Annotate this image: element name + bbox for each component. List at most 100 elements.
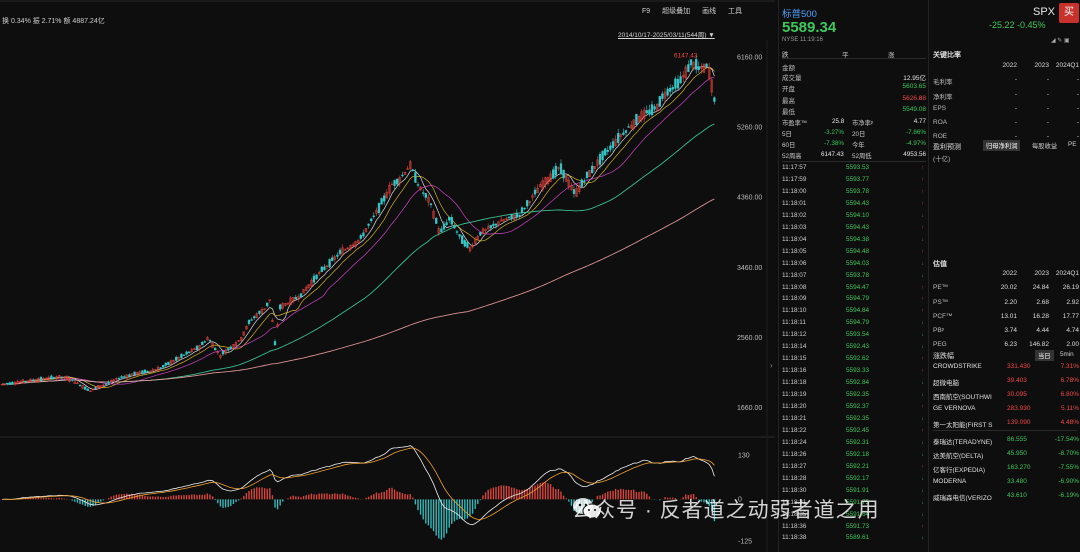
tick-volume: ↑: [921, 463, 925, 470]
tick-time: 11:18:09: [782, 295, 807, 303]
date-range-selector[interactable]: 2014/10/17-2025/03/11(544周) ▼: [618, 32, 715, 39]
macd-bar: [175, 495, 177, 500]
overlay-button[interactable]: 超级叠加: [662, 8, 691, 15]
macd-bar: [97, 499, 99, 504]
candle-body: [684, 66, 687, 79]
macd-bar: [79, 499, 81, 505]
macd-bar: [107, 498, 110, 500]
macd-bar: [289, 496, 292, 500]
tools-menu-button[interactable]: 工具: [728, 8, 743, 15]
candle-body: [450, 217, 453, 225]
candle-body: [424, 193, 427, 198]
tab-eps[interactable]: 每股收益: [1032, 143, 1058, 150]
candle-body: [406, 168, 409, 170]
weekly-kline-chart[interactable]: 6160.00 5260.00 4360.00 3460.00 2560.00 1660.…: [0, 40, 775, 552]
candle-body: [445, 222, 448, 226]
candle-body: [596, 159, 599, 166]
macd-bar: [373, 494, 375, 500]
tick-time: 11:18:36: [782, 522, 807, 530]
candle-body: [650, 104, 654, 115]
tick-volume: ↓: [921, 343, 925, 350]
macd-bar: [604, 492, 606, 500]
mover-item[interactable]: CROWDSTRIKE 331.430 7.31%: [933, 363, 1079, 370]
candle-body: [489, 224, 492, 228]
tick-price: 5592.35: [846, 391, 870, 399]
macd-bar: [513, 487, 515, 500]
macd-bar: [448, 499, 450, 528]
candle-body: [128, 374, 131, 377]
moving-average-line: [1, 66, 715, 388]
buy-button[interactable]: 买: [1059, 3, 1079, 23]
macd-bar: [393, 489, 396, 500]
mover-item[interactable]: 泰瑞达(TERADYNE) 86.555 -17.54%: [933, 436, 1079, 446]
candle-body: [273, 341, 277, 346]
f9-button[interactable]: F9: [642, 8, 651, 15]
macd-bar: [560, 491, 562, 500]
mover-item[interactable]: 亿客行(EXPEDIA) 163.270 -7.55%: [933, 464, 1079, 474]
candle-body: [370, 218, 373, 222]
macd-bar: [227, 499, 229, 507]
tick-row: 11:18:12 5593.54 ↓: [782, 331, 926, 342]
tab-pe[interactable]: PE: [1068, 141, 1077, 148]
tick-price: 5594.84: [846, 307, 870, 315]
macd-bar: [328, 494, 331, 500]
down-arrow-icon: ↓: [921, 380, 925, 387]
macd-bar: [521, 490, 523, 500]
candle-body: [227, 348, 230, 351]
panel-icons[interactable]: ◢ ✎ ▣: [1051, 38, 1070, 44]
candle-body: [591, 165, 594, 174]
candle-body: [247, 319, 251, 325]
candle-body: [708, 67, 711, 79]
macd-bar: [500, 485, 502, 500]
macd-bar: [531, 486, 534, 500]
candle-body: [565, 175, 568, 182]
mover-item[interactable]: 达美航空(DELTA) 45.950 -8.70%: [933, 450, 1079, 460]
mover-item[interactable]: GE VERNOVA 283.930 5.11%: [933, 405, 1079, 412]
collapse-panel-icon[interactable]: ›: [770, 361, 773, 370]
macd-bar: [414, 499, 417, 505]
candle-body: [21, 379, 24, 384]
candle-body: [453, 225, 456, 229]
mover-item[interactable]: 威瑞森电信(VERIZO 43.610 -6.19%: [933, 492, 1079, 502]
macd-bar: [185, 495, 188, 500]
candle-body: [697, 66, 700, 70]
mover-item[interactable]: 超微电脑 39.403 6.78%: [933, 377, 1079, 387]
mover-item[interactable]: 西南航空(SOUTHWI 30.095 6.80%: [933, 391, 1079, 401]
macd-bar: [120, 494, 123, 500]
macd-bar: [399, 492, 401, 500]
macd-bar: [144, 495, 146, 500]
last-price: 5589.34: [782, 19, 837, 36]
draw-line-button[interactable]: 画线: [702, 8, 717, 15]
candle-body: [349, 245, 352, 250]
mover-item[interactable]: MODERNA 33.480 -6.90%: [933, 478, 1079, 485]
candle-body: [94, 387, 97, 389]
volume-row: 成交量 12.95亿: [782, 75, 926, 82]
macd-bar: [469, 499, 471, 517]
macd-bar: [640, 491, 643, 500]
candle-body: [13, 382, 17, 385]
macd-bar: [344, 494, 346, 500]
candle-body: [635, 113, 638, 126]
macd-bar: [339, 494, 341, 500]
tick-time: 11:18:20: [782, 403, 807, 410]
tab-net-profit[interactable]: 归母净利润: [983, 140, 1021, 151]
tab-up[interactable]: 涨: [888, 52, 895, 59]
tab-down[interactable]: 跌: [782, 52, 789, 59]
tick-volume: ↑: [921, 523, 925, 530]
macd-bar: [204, 494, 206, 500]
candle-body: [455, 231, 459, 233]
tab-today[interactable]: 当日: [1035, 350, 1054, 361]
tab-flat[interactable]: 平: [842, 52, 849, 59]
candle-body: [533, 189, 537, 195]
macd-bar: [669, 497, 671, 500]
valuation-row: PE™ 20.02 24.84 26.19: [933, 284, 1079, 292]
mover-item[interactable]: 第一太阳能(FIRST S 139.090 4.48%: [933, 419, 1079, 429]
tab-5min[interactable]: 5min: [1060, 351, 1074, 358]
candle-body: [305, 286, 308, 291]
macd-bar: [167, 496, 170, 500]
macd-bar: [154, 496, 157, 500]
tick-time: 11:18:03: [782, 223, 807, 231]
tick-row: 11:18:31 5591.75 ↓: [782, 499, 926, 510]
quote-panel: 标普500 5589.34 NYSE 11:19:16 跌 平 涨 金额 成交量…: [778, 0, 928, 552]
tick-volume: ↑: [921, 248, 925, 255]
